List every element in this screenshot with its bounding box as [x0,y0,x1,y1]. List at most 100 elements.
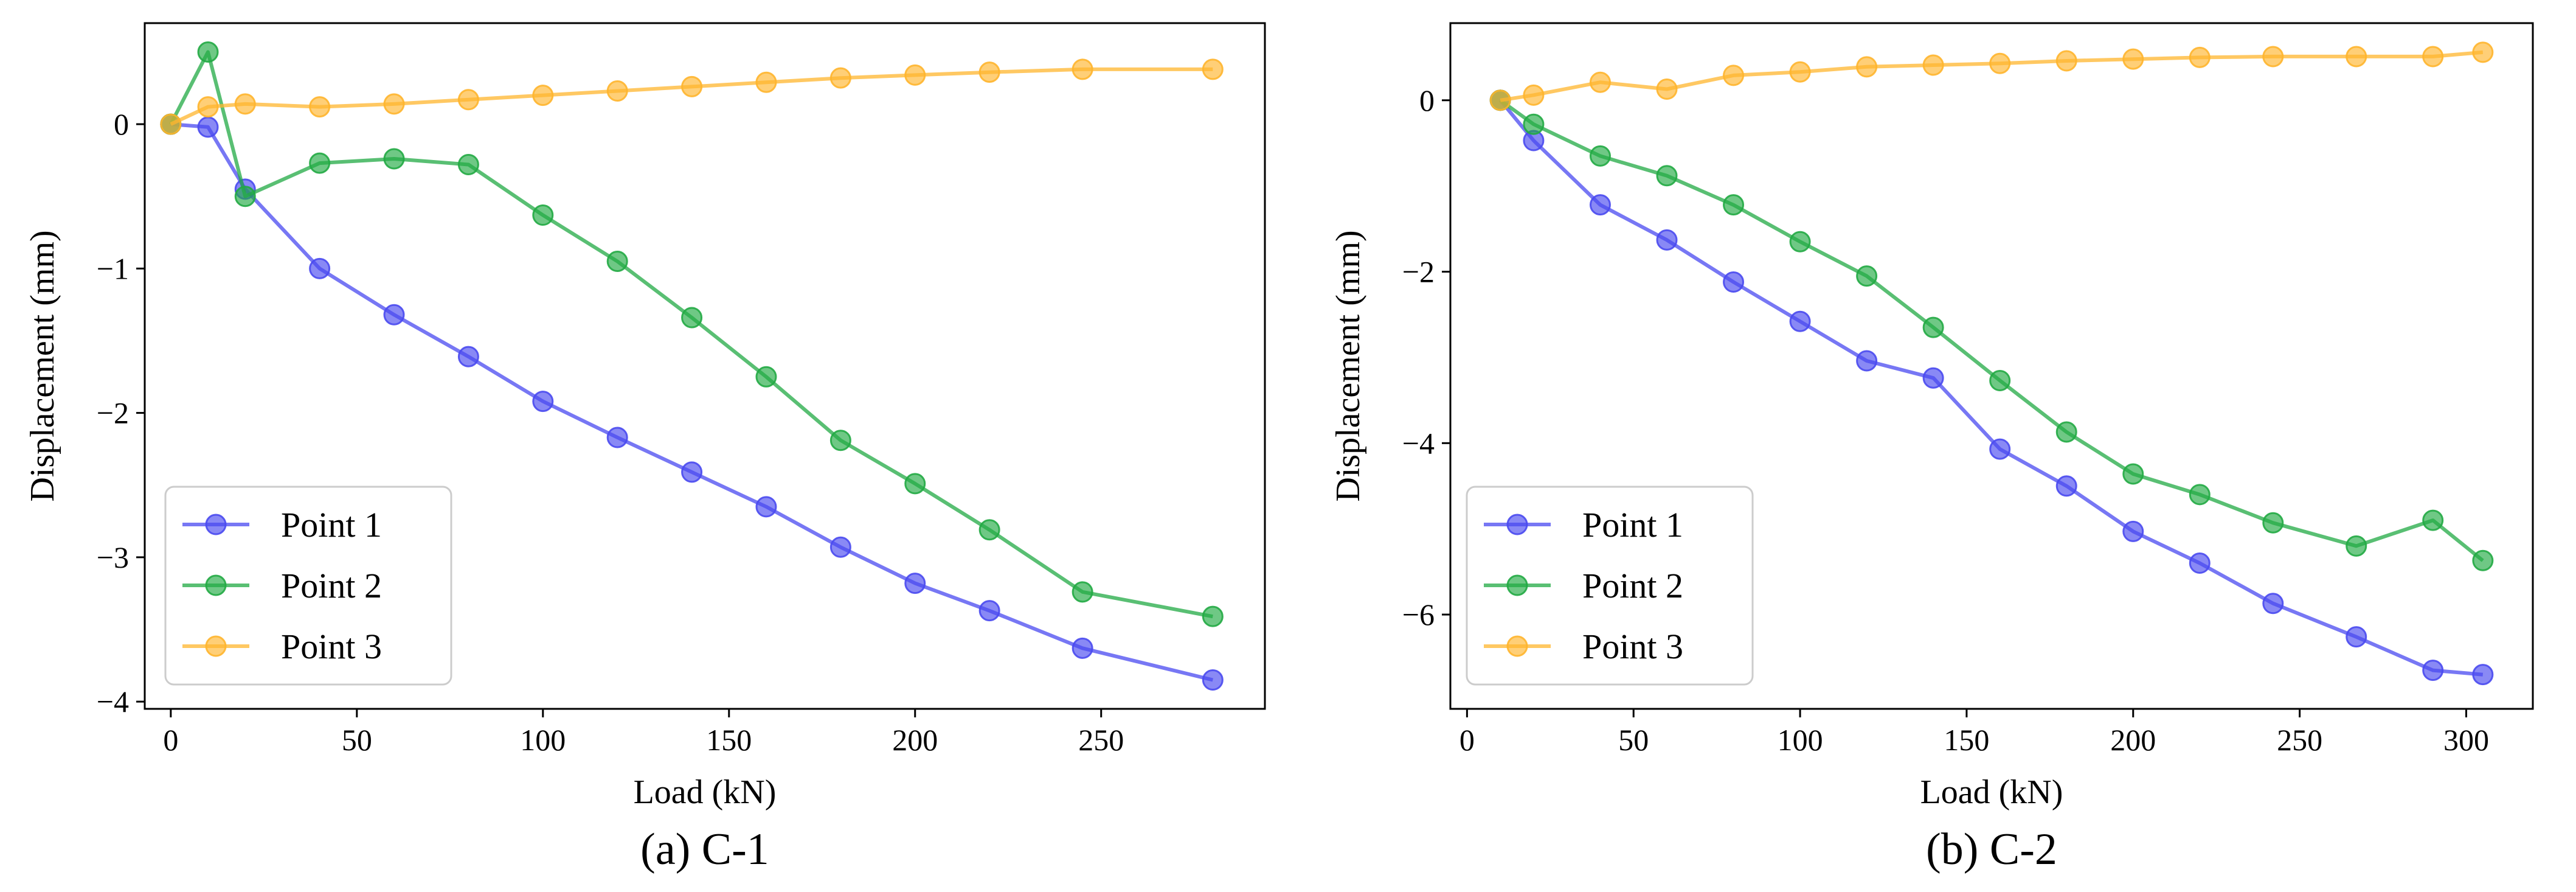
legend-entry-point-1: Point 1 [182,505,382,545]
legend-label: Point 1 [281,505,382,545]
data-point [309,152,331,174]
panel-caption: (b) C-2 [1926,824,2057,874]
y-tick-label: 0 [1419,83,1435,117]
y-tick-label: −4 [97,685,129,719]
data-point [1489,89,1511,111]
data-point [681,461,703,483]
legend-label: Point 3 [281,627,382,666]
y-tick-label: −6 [1402,598,1435,632]
legend-entry-point-2: Point 2 [182,566,382,605]
x-tick-label: 0 [163,723,178,757]
legend-entry-point-2: Point 2 [1484,566,1683,605]
x-tick-label: 200 [892,723,938,757]
data-point [1989,52,2011,74]
plot-frame [1449,22,2534,710]
data-point [829,67,851,89]
data-point [1072,581,1093,603]
data-point [2262,46,2284,68]
data-point [2472,41,2494,63]
x-tick-label: 0 [1459,723,1475,757]
series-line [1499,99,2484,562]
data-point [2422,509,2444,531]
x-tick-label: 250 [1078,723,1124,757]
series-point-3 [160,58,1224,135]
y-axis-label: Displacement (mm) [24,230,61,501]
data-point [2122,48,2144,70]
data-point [309,257,331,279]
data-point [1989,438,2011,460]
data-point [2472,664,2494,686]
y-tick-label: −1 [97,251,129,285]
data-point [2189,552,2211,574]
data-point [1656,165,1678,187]
data-point [1723,271,1745,293]
legend-marker [205,635,227,657]
data-point [904,64,926,86]
data-point [1922,316,1944,338]
data-point [2422,46,2444,68]
data-point [681,75,703,97]
data-point [2346,626,2367,648]
data-point [457,154,479,176]
data-point [755,71,777,93]
data-point [1789,61,1811,83]
data-point [1789,310,1811,332]
x-axis-label: Load (kN) [1920,773,2063,811]
legend-marker [205,514,227,535]
data-point [197,96,219,118]
data-point [1589,71,1611,93]
data-point [532,391,554,413]
y-tick-label: −4 [1402,426,1435,460]
data-point [1072,637,1093,659]
data-point [1523,84,1545,106]
series-line [1500,50,2484,102]
data-point [1856,56,1878,78]
data-point [978,519,1000,541]
data-point [2055,475,2077,497]
x-tick-label: 150 [706,723,752,757]
data-point [197,116,219,138]
y-tick-label: −3 [97,540,129,574]
data-point [457,89,479,111]
legend-box [1466,486,1754,686]
data-point [606,250,628,272]
y-axis-label: Displacement (mm) [1329,230,1367,501]
legend-label: Point 3 [1582,627,1683,666]
legend-entry-point-3: Point 3 [1484,627,1683,666]
x-tick-label: 200 [2110,723,2156,757]
data-point [1202,58,1224,80]
chart-panel-c2: 0 50 100 150 200 250 300 0 −2 −4 −6 Load (kN) Displa… [1329,22,2534,874]
data-point [904,473,926,495]
data-point [1922,54,1944,76]
data-point [309,96,331,118]
legend-label: Point 1 [1582,505,1683,545]
data-point [457,346,479,368]
data-point [2346,535,2367,557]
data-point [1202,605,1224,627]
series-line [1498,99,2484,677]
data-point [532,85,554,106]
data-point [2189,484,2211,506]
data-point [606,80,628,102]
x-tick-label: 150 [1944,723,1989,757]
data-point [1723,194,1745,216]
x-tick-label: 250 [2277,723,2322,757]
series-point-3 [1489,41,2494,111]
x-tick-label: 50 [1618,723,1649,757]
data-point [2472,549,2494,571]
legend-entry-point-1: Point 1 [1484,505,1683,545]
data-point [978,61,1000,83]
legend: Point 1 Point 2 Point 3 [164,486,452,686]
legend-label: Point 2 [1582,566,1683,605]
x-axis-label: Load (kN) [634,773,777,811]
data-point [1202,669,1224,691]
data-point [234,186,256,207]
data-point [2055,50,2077,72]
data-point [2262,512,2284,534]
y-tick-label: −2 [1402,255,1435,289]
x-tick-label: 100 [520,723,566,757]
data-point [234,93,256,115]
data-point [383,304,405,326]
panel-caption: (a) C-1 [640,824,769,874]
